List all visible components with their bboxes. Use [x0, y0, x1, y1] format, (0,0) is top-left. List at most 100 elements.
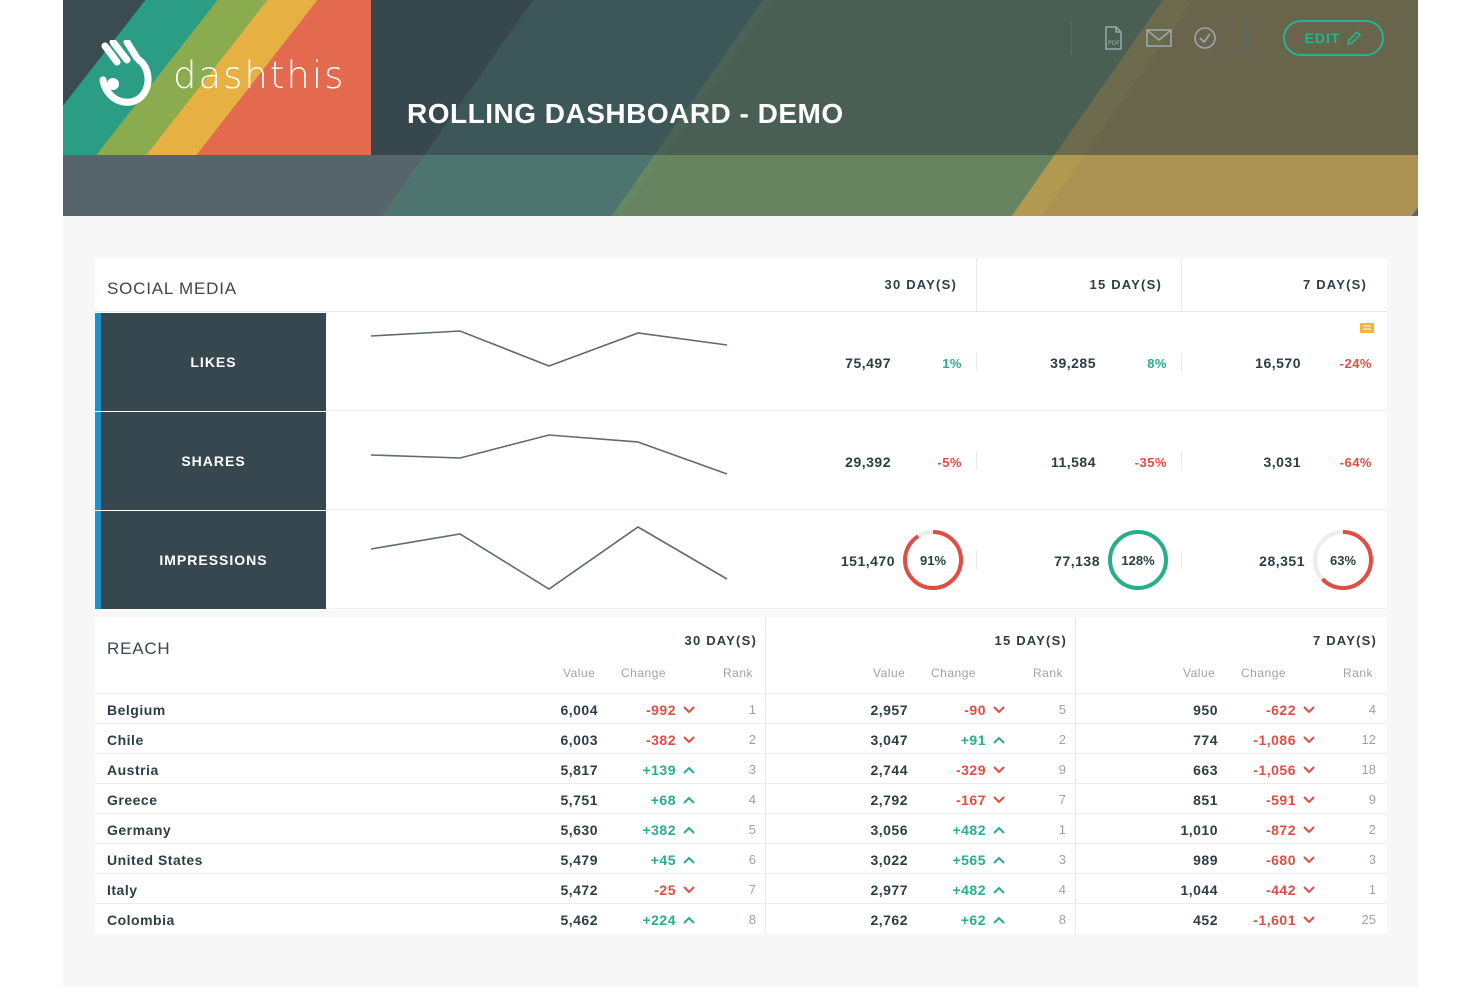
reach-change: +382	[642, 822, 676, 838]
reach-row: Italy 5,472 -25 7 2,977 +482 4 1,044 -442 1	[95, 873, 1387, 903]
reach-value: 5,462	[560, 912, 598, 928]
social-row-label[interactable]: LIKES	[95, 313, 326, 411]
reach-change: -442	[1265, 882, 1296, 898]
chevron-down-icon	[993, 766, 1005, 774]
chevron-up-icon	[993, 886, 1005, 894]
reach-value: 3,047	[870, 732, 908, 748]
reach-rank: 5	[748, 822, 756, 837]
social-row-label[interactable]: SHARES	[95, 412, 326, 510]
reach-value: 3,022	[870, 852, 908, 868]
reach-row: United States 5,479 +45 6 3,022 +565 3 989 -680 3	[95, 843, 1387, 873]
reach-change: -1,086	[1253, 732, 1296, 748]
reach-change: +68	[650, 792, 676, 808]
reach-row: Colombia 5,462 +224 8 2,762 +62 8 452 -1,601 25	[95, 903, 1387, 933]
reach-row: Germany 5,630 +382 5 3,056 +482 1 1,010 -872 2	[95, 813, 1387, 843]
page-title: ROLLING DASHBOARD - DEMO	[407, 98, 844, 129]
chevron-down-icon	[1303, 796, 1315, 804]
change-ring-arc	[1313, 530, 1373, 590]
reach-rank: 4	[1368, 702, 1376, 717]
reach-title: REACH	[107, 639, 171, 658]
reach-row: Austria 5,817 +139 3 2,744 -329 9 663 -1,056 18	[95, 753, 1387, 783]
chevron-down-icon	[993, 706, 1005, 714]
metric-change: -35%	[1134, 455, 1167, 470]
reach-rank: 7	[748, 882, 756, 897]
reach-change: -329	[955, 762, 986, 778]
reach-rank: 1	[748, 702, 756, 717]
reach-change: -1,601	[1253, 912, 1296, 928]
reach-value: 2,792	[870, 792, 908, 808]
reach-rank: 3	[1368, 852, 1376, 867]
reach-rank: 18	[1361, 762, 1376, 777]
reach-value: 1,010	[1180, 822, 1218, 838]
check-circle-icon[interactable]	[1192, 25, 1218, 51]
metric-change: -24%	[1339, 356, 1372, 371]
dashthis-logo-icon	[99, 40, 152, 106]
metric-change: 8%	[1147, 356, 1167, 371]
reach-change: -25	[654, 882, 676, 898]
edit-button[interactable]: EDIT	[1283, 20, 1384, 56]
sub-header-change: Change	[621, 666, 667, 680]
change-ring: 91%	[901, 528, 965, 592]
country-name: Greece	[107, 792, 158, 808]
period-header-7: 7 DAY(S)	[1302, 277, 1367, 292]
reach-change: -622	[1265, 702, 1296, 718]
pdf-icon[interactable]: PDF	[1100, 25, 1126, 51]
sparkline	[370, 330, 728, 367]
reach-rank: 25	[1361, 912, 1376, 927]
envelope-icon[interactable]	[1146, 25, 1172, 51]
reach-rank: 9	[1058, 762, 1066, 777]
chevron-up-icon	[993, 736, 1005, 744]
chevron-down-icon	[1303, 916, 1315, 924]
social-row-likes: LIKES 75,497 1% 39,285 8% 16,570 -24%	[95, 313, 1387, 411]
reach-period-header-30: 30 DAY(S)	[684, 633, 757, 648]
chevron-down-icon	[1303, 886, 1315, 894]
chevron-down-icon	[1303, 856, 1315, 864]
change-ring-label: 91%	[919, 552, 947, 568]
reach-change: +62	[960, 912, 986, 928]
reach-value: 5,479	[560, 852, 598, 868]
reach-rank: 1	[1058, 822, 1066, 837]
reach-rank: 2	[748, 732, 756, 747]
metric-value: 77,138	[1054, 553, 1100, 569]
country-name: United States	[107, 852, 203, 868]
sub-header-change: Change	[931, 666, 977, 680]
sub-header-rank: Rank	[1033, 666, 1064, 680]
change-ring-label: 128%	[1121, 552, 1155, 568]
reach-value: 2,762	[870, 912, 908, 928]
reach-value: 989	[1193, 852, 1218, 868]
reach-change: +91	[960, 732, 986, 748]
chevron-up-icon	[993, 856, 1005, 864]
reach-value: 663	[1193, 762, 1218, 778]
reach-change: +482	[952, 882, 986, 898]
edit-button-label: EDIT	[1304, 30, 1341, 46]
reach-value: 6,003	[560, 732, 598, 748]
metric-value: 75,497	[845, 355, 891, 371]
chevron-down-icon	[1303, 826, 1315, 834]
metric-value: 3,031	[1263, 454, 1301, 470]
dashboard-frame: dashthis ROLLING DASHBOARD - DEMO PDF ED…	[63, 0, 1418, 987]
metric-change: -5%	[937, 455, 962, 470]
reach-change: +45	[650, 852, 676, 868]
comment-icon[interactable]	[1360, 323, 1374, 335]
reach-rank: 5	[1058, 702, 1066, 717]
period-header-30: 30 DAY(S)	[884, 277, 957, 292]
reach-rank: 3	[1058, 852, 1066, 867]
chevron-down-icon	[993, 796, 1005, 804]
reach-rank: 7	[1058, 792, 1066, 807]
reach-rank: 2	[1368, 822, 1376, 837]
reach-change: +565	[952, 852, 986, 868]
social-row-label[interactable]: IMPRESSIONS	[95, 511, 326, 609]
reach-change: +139	[642, 762, 676, 778]
reach-value: 2,957	[870, 702, 908, 718]
period-header-15: 15 DAY(S)	[1089, 277, 1162, 292]
reach-value: 950	[1193, 702, 1218, 718]
sparkline-path	[370, 330, 728, 367]
reach-change: -167	[955, 792, 986, 808]
sub-header-change: Change	[1241, 666, 1287, 680]
reach-rank: 3	[748, 762, 756, 777]
reach-change: -1,056	[1253, 762, 1296, 778]
chevron-up-icon	[683, 766, 695, 774]
reach-change: -90	[964, 702, 986, 718]
reach-rank: 6	[748, 852, 756, 867]
change-ring: 128%	[1106, 528, 1170, 592]
